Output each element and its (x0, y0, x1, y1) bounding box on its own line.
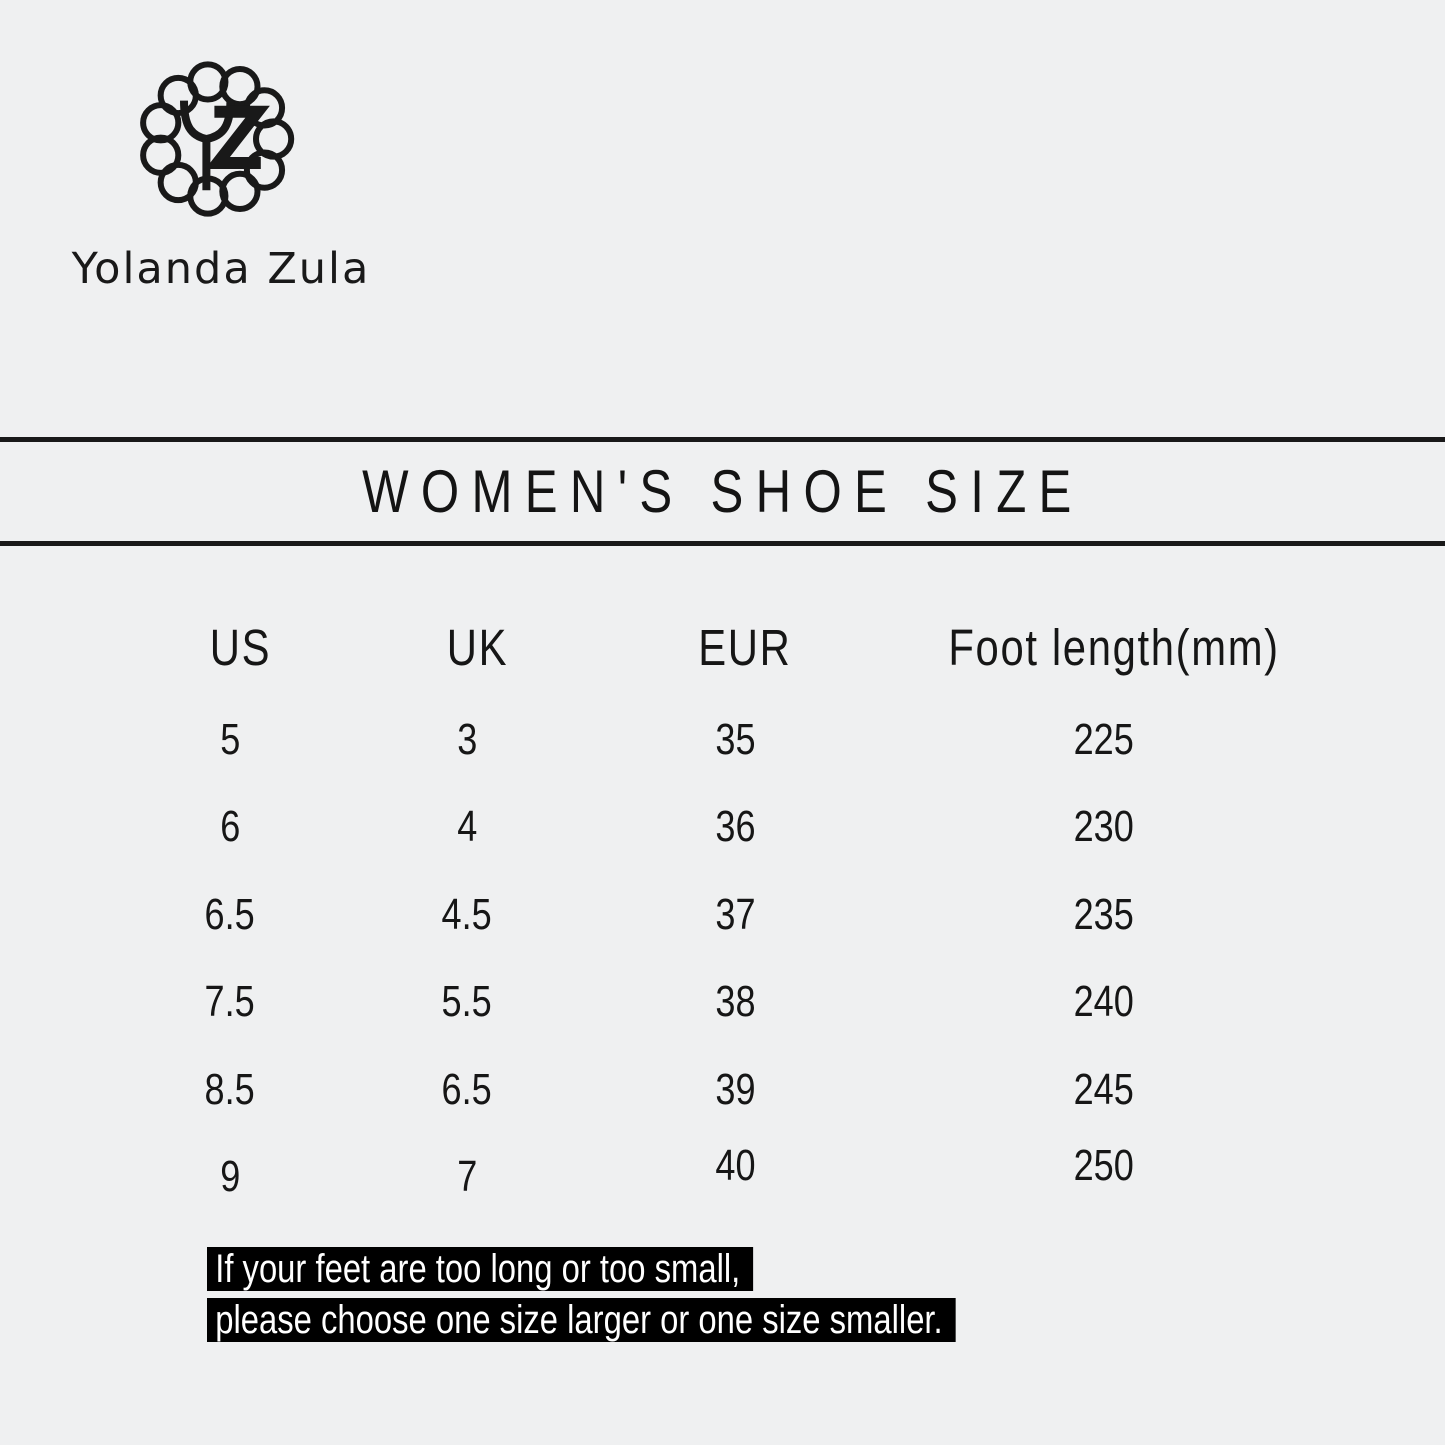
size-table-header: US UK EUR Foot length(mm) (150, 622, 1362, 674)
table-cell: 38 (714, 977, 756, 1027)
column-header-us: US (209, 619, 271, 676)
table-cell: 6 (219, 802, 241, 852)
table-cell: 7.5 (204, 977, 256, 1027)
title-top-rule (0, 437, 1445, 442)
brand-logo-icon (140, 61, 295, 217)
table-cell: 5 (219, 714, 241, 764)
table-row: 5 3 35 225 (140, 696, 1352, 784)
size-note-line-2: please choose one size larger or one siz… (207, 1298, 956, 1342)
table-cell: 8.5 (204, 1064, 256, 1114)
table-row: 6 4 36 230 (140, 784, 1352, 872)
table-cell: 37 (714, 889, 756, 939)
table-cell: 5.5 (441, 977, 493, 1027)
table-cell: 235 (1073, 889, 1135, 939)
size-note: If your feet are too long or too small, … (207, 1247, 1445, 1349)
table-cell: 9 (219, 1152, 241, 1202)
table-cell: 6.5 (441, 1064, 493, 1114)
table-cell: 4.5 (441, 889, 493, 939)
table-row: 8.5 6.5 39 245 (140, 1046, 1352, 1134)
table-cell: 3 (456, 714, 478, 764)
table-cell: 40 (714, 1141, 756, 1191)
table-cell: 35 (714, 714, 756, 764)
table-cell: 225 (1073, 714, 1135, 764)
table-cell: 250 (1073, 1141, 1135, 1191)
table-cell: 4 (456, 802, 478, 852)
column-header-uk: UK (446, 619, 508, 676)
page-title: WOMEN'S SHOE SIZE (361, 458, 1084, 525)
table-row: 9 7 40 250 (140, 1134, 1352, 1222)
size-table-body: 5 3 35 225 6 4 36 230 6.5 4.5 37 235 7.5 5.5 38 240 8.5 6… (140, 696, 1352, 1221)
table-cell: 39 (714, 1064, 756, 1114)
column-header-foot-length: Foot length(mm) (948, 619, 1280, 676)
column-header-eur: EUR (698, 619, 792, 676)
table-row: 7.5 5.5 38 240 (140, 959, 1352, 1047)
size-note-line-1: If your feet are too long or too small, (207, 1247, 754, 1291)
table-cell: 7 (456, 1152, 478, 1202)
brand-name: Yolanda Zula (71, 244, 371, 294)
table-cell: 245 (1073, 1064, 1135, 1114)
table-cell: 6.5 (204, 889, 256, 939)
table-cell: 36 (714, 802, 756, 852)
title-bottom-rule (0, 541, 1445, 546)
table-row: 6.5 4.5 37 235 (140, 871, 1352, 959)
title-band: WOMEN'S SHOE SIZE (0, 442, 1445, 541)
table-cell: 230 (1073, 802, 1135, 852)
table-cell: 240 (1073, 977, 1135, 1027)
